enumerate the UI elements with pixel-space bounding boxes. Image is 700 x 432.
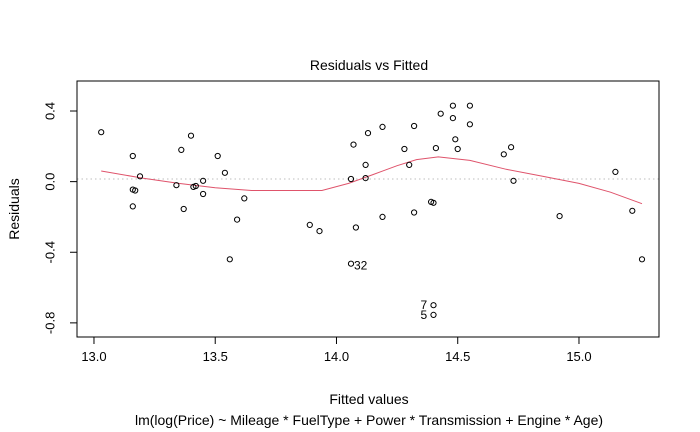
point-label: 7 <box>421 298 428 312</box>
data-point <box>432 145 439 152</box>
data-point <box>638 256 646 263</box>
data-point <box>430 199 437 206</box>
data-point <box>454 145 461 153</box>
data-point <box>362 161 369 168</box>
data-point <box>221 169 228 176</box>
data-point <box>406 161 413 168</box>
data-point <box>510 177 517 184</box>
point-label: 5 <box>421 308 428 322</box>
data-point <box>430 311 437 318</box>
smooth-line <box>101 156 643 205</box>
annotations-group: 32 75 <box>354 259 428 322</box>
y-axis-label: Residuals <box>6 178 22 239</box>
data-point <box>226 256 233 263</box>
y-tick-label: 0.4 <box>43 102 58 120</box>
y-tick-label: -0.8 <box>43 312 58 334</box>
x-axis-label: Fitted values <box>329 391 408 407</box>
data-point <box>136 173 144 180</box>
data-point <box>234 216 241 223</box>
x-tick-label: 15.0 <box>566 349 591 364</box>
data-point <box>466 121 473 128</box>
data-point <box>411 122 418 130</box>
x-tick-label: 14.5 <box>445 349 470 364</box>
data-point <box>200 177 207 184</box>
data-point <box>508 144 515 151</box>
data-point <box>452 136 459 143</box>
x-tick-label: 14.0 <box>324 349 349 364</box>
data-point <box>347 175 355 183</box>
data-point <box>306 221 313 228</box>
data-point <box>98 129 105 136</box>
data-point <box>192 182 199 190</box>
data-point <box>180 205 187 213</box>
chart-title: Residuals vs Fitted <box>310 57 428 73</box>
data-point <box>200 190 207 198</box>
data-point <box>556 213 563 220</box>
data-point <box>129 152 136 160</box>
y-axis: -0.8 -0.4 0.0 0.4 <box>43 102 78 334</box>
plot-frame <box>76 80 660 338</box>
data-point <box>364 130 372 137</box>
data-point <box>401 145 408 153</box>
y-tick-label: -0.4 <box>43 241 58 263</box>
data-point <box>178 146 185 153</box>
data-point <box>629 207 636 214</box>
model-formula-subtitle: lm(log(Price) ~ Mileage * FuelType + Pow… <box>135 412 603 428</box>
data-point <box>379 213 386 220</box>
x-tick-label: 13.0 <box>81 349 106 364</box>
data-point <box>500 151 507 158</box>
x-axis: 13.0 13.5 14.0 14.5 15.0 <box>81 336 592 364</box>
data-point <box>430 302 437 309</box>
data-point <box>352 224 359 231</box>
data-point <box>129 203 136 210</box>
data-point <box>612 168 619 175</box>
data-point <box>214 152 221 160</box>
data-point <box>466 102 473 109</box>
data-point <box>437 110 444 117</box>
data-point <box>449 102 456 109</box>
x-tick-label: 13.5 <box>203 349 228 364</box>
data-point <box>316 228 323 235</box>
data-point <box>411 209 418 216</box>
data-point <box>173 182 180 189</box>
point-label: 32 <box>354 259 368 273</box>
data-point <box>241 195 248 202</box>
data-point <box>347 260 355 267</box>
data-point <box>132 187 139 194</box>
data-point <box>362 175 369 182</box>
points-group <box>98 102 646 318</box>
data-point <box>449 115 456 122</box>
data-point <box>187 132 195 139</box>
data-point <box>379 123 386 131</box>
data-point <box>350 141 357 148</box>
y-tick-label: 0.0 <box>43 173 58 191</box>
